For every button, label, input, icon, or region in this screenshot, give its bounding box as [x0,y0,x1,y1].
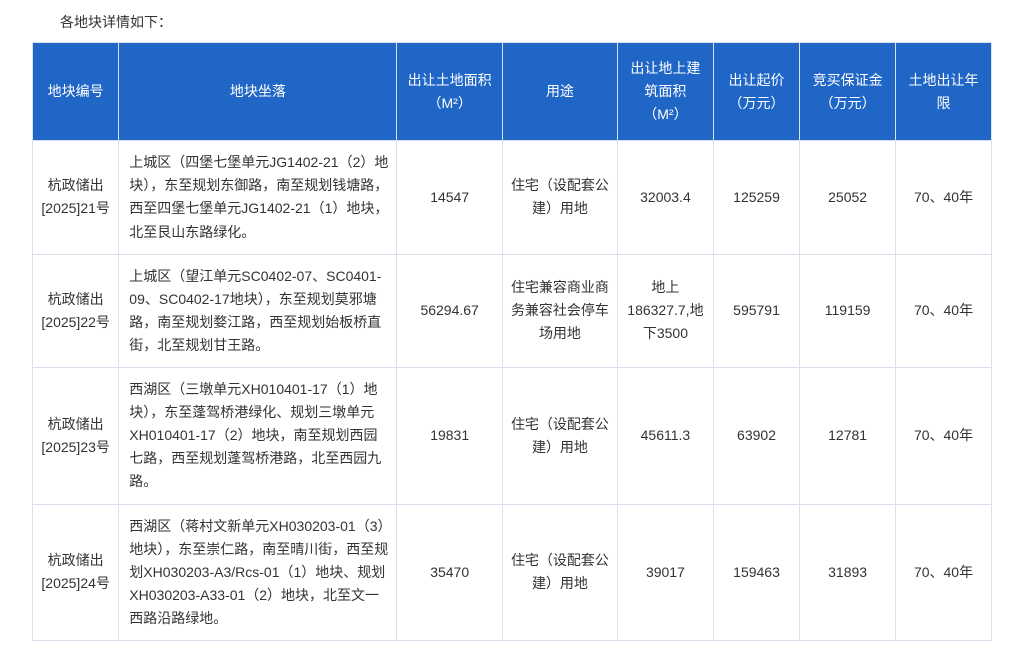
col-header-id: 地块编号 [33,43,119,141]
cell-deposit: 25052 [800,141,896,254]
cell-id: 杭政储出[2025]24号 [33,504,119,640]
cell-build-area: 39017 [617,504,713,640]
cell-id: 杭政储出[2025]23号 [33,368,119,504]
col-header-land-area: 出让土地面积（M²） [397,43,502,141]
intro-text: 各地块详情如下： [60,12,992,32]
cell-land-area: 56294.67 [397,254,502,367]
cell-term: 70、40年 [896,504,992,640]
table-row: 杭政储出[2025]24号 西湖区（蒋村文新单元XH030203-01（3）地块… [33,504,992,640]
land-plots-table: 地块编号 地块坐落 出让土地面积（M²） 用途 出让地上建筑面积（M²） 出让起… [32,42,992,641]
table-row: 杭政储出[2025]21号 上城区（四堡七堡单元JG1402-21（2）地块），… [33,141,992,254]
table-body: 杭政储出[2025]21号 上城区（四堡七堡单元JG1402-21（2）地块），… [33,141,992,641]
col-header-location: 地块坐落 [119,43,397,141]
table-header-row: 地块编号 地块坐落 出让土地面积（M²） 用途 出让地上建筑面积（M²） 出让起… [33,43,992,141]
cell-deposit: 119159 [800,254,896,367]
cell-build-area: 32003.4 [617,141,713,254]
cell-location: 西湖区（三墩单元XH010401-17（1）地块），东至蓬驾桥港绿化、规划三墩单… [119,368,397,504]
cell-price: 63902 [713,368,799,504]
col-header-term: 土地出让年限 [896,43,992,141]
cell-id: 杭政储出[2025]21号 [33,141,119,254]
col-header-build-area: 出让地上建筑面积（M²） [617,43,713,141]
cell-use: 住宅兼容商业商务兼容社会停车场用地 [502,254,617,367]
cell-price: 125259 [713,141,799,254]
cell-location: 西湖区（蒋村文新单元XH030203-01（3）地块），东至崇仁路，南至晴川街，… [119,504,397,640]
table-row: 杭政储出[2025]22号 上城区（望江单元SC0402-07、SC0401-0… [33,254,992,367]
col-header-use: 用途 [502,43,617,141]
cell-term: 70、40年 [896,368,992,504]
cell-land-area: 14547 [397,141,502,254]
cell-term: 70、40年 [896,141,992,254]
cell-build-area: 45611.3 [617,368,713,504]
cell-use: 住宅（设配套公建）用地 [502,504,617,640]
cell-use: 住宅（设配套公建）用地 [502,368,617,504]
cell-location: 上城区（四堡七堡单元JG1402-21（2）地块），东至规划东御路，南至规划钱塘… [119,141,397,254]
cell-id: 杭政储出[2025]22号 [33,254,119,367]
cell-use: 住宅（设配套公建）用地 [502,141,617,254]
cell-deposit: 31893 [800,504,896,640]
cell-build-area: 地上186327.7,地下3500 [617,254,713,367]
table-row: 杭政储出[2025]23号 西湖区（三墩单元XH010401-17（1）地块），… [33,368,992,504]
cell-location: 上城区（望江单元SC0402-07、SC0401-09、SC0402-17地块）… [119,254,397,367]
cell-price: 159463 [713,504,799,640]
col-header-deposit: 竞买保证金（万元） [800,43,896,141]
cell-land-area: 19831 [397,368,502,504]
cell-land-area: 35470 [397,504,502,640]
cell-price: 595791 [713,254,799,367]
cell-deposit: 12781 [800,368,896,504]
cell-term: 70、40年 [896,254,992,367]
col-header-price: 出让起价（万元） [713,43,799,141]
